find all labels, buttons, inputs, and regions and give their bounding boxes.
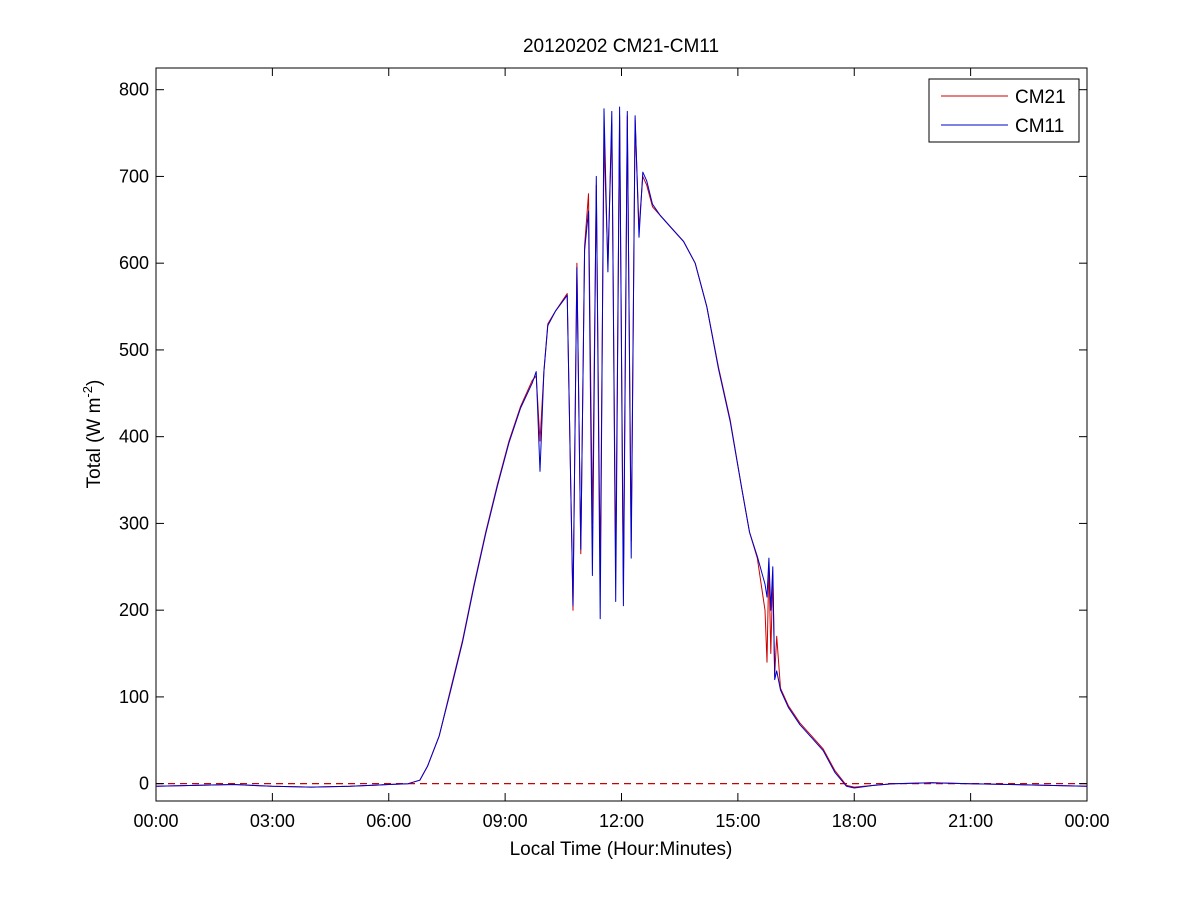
y-tick-label: 600 [119, 253, 149, 273]
y-tick-label: 800 [119, 80, 149, 100]
y-tick-label: 700 [119, 166, 149, 186]
x-tick-label: 15:00 [715, 811, 760, 831]
legend-box [928, 78, 1080, 143]
legend-label-cm21: CM21 [1015, 87, 1066, 108]
x-tick-label: 00:00 [1064, 811, 1109, 831]
y-axis: 0 100 200 300 400 500 600 700 800 [119, 80, 1087, 794]
y-axis-label-prefix: Total (W m [84, 398, 105, 489]
y-tick-label: 400 [119, 427, 149, 447]
x-tick-label: 18:00 [832, 811, 877, 831]
y-tick-label: 100 [119, 687, 149, 707]
x-tick-label: 12:00 [599, 811, 644, 831]
y-tick-label: 500 [119, 340, 149, 360]
series-line-cm11 [155, 106, 1088, 789]
plot-frame [155, 67, 1088, 802]
x-tick-label: 06:00 [366, 811, 411, 831]
x-axis: 00:00 03:00 06:00 09:00 12:00 15:00 18:00 21:00… [133, 68, 1110, 831]
legend-label-cm11: CM11 [1015, 116, 1064, 137]
series-group [155, 106, 1088, 789]
y-axis-label-suffix: ) [84, 380, 105, 386]
y-tick-label: 0 [139, 774, 149, 794]
y-axis-label-superscript: -2 [80, 386, 95, 398]
y-tick-label: 300 [119, 513, 149, 533]
y-tick-label: 200 [119, 600, 149, 620]
x-tick-label: 03:00 [250, 811, 295, 831]
x-tick-label: 09:00 [483, 811, 528, 831]
legend: CM21 CM11 [928, 78, 1080, 143]
y-axis-label: Total (W m-2) [80, 380, 105, 489]
plot-area [155, 67, 1088, 802]
chart-title: 20120202 CM21-CM11 [523, 36, 719, 57]
x-tick-label: 00:00 [133, 811, 178, 831]
x-tick-label: 21:00 [948, 811, 993, 831]
x-axis-label: Local Time (Hour:Minutes) [510, 839, 733, 860]
